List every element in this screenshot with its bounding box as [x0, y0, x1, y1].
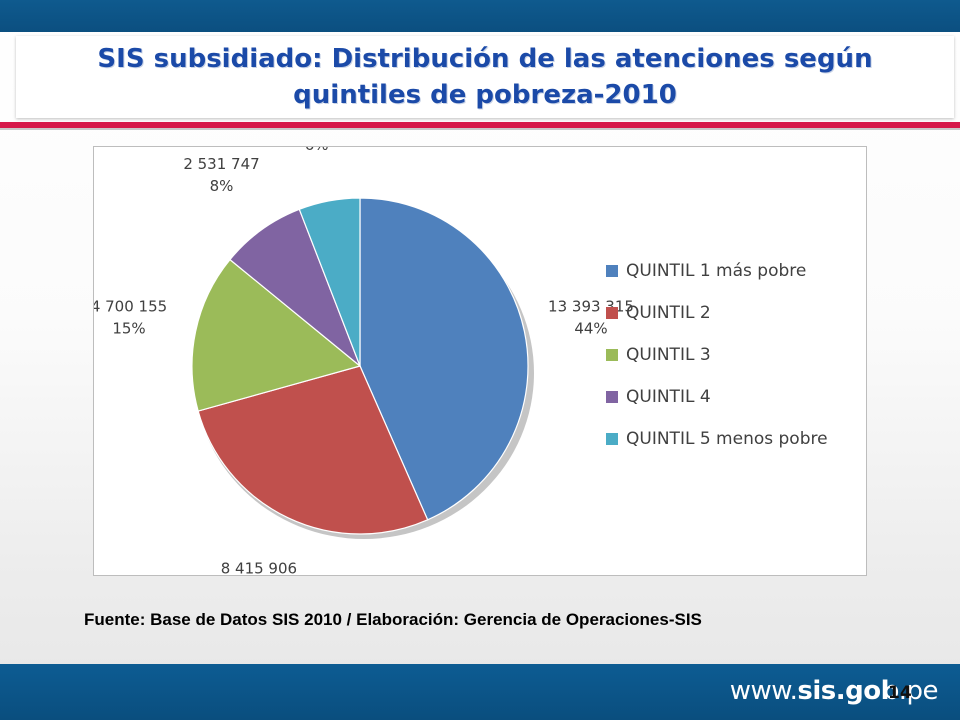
legend-swatch-quintil-2 [606, 307, 618, 319]
bottom-banner [0, 664, 960, 720]
source-note: Fuente: Base de Datos SIS 2010 / Elabora… [84, 610, 702, 629]
accent-rule-red [0, 122, 960, 128]
legend-label-quintil-3: QUINTIL 3 [626, 345, 711, 365]
slice-label-quintil-3: 4 700 155 15% [94, 298, 167, 338]
slice-label-quintil-2: 8 415 90627% [221, 559, 297, 575]
website-suffix: .pe [898, 676, 939, 706]
legend-swatch-quintil-5 [606, 433, 618, 445]
pie-chart: 13 393 315 44% 8 415 90627% 4 700 155 15% 2 5… [94, 147, 828, 575]
legend-swatch-quintil-1 [606, 265, 618, 277]
legend-label-quintil-4: QUINTIL 4 [626, 387, 711, 407]
website-domain: sis.gob [797, 676, 899, 706]
title-box: SIS subsidiado: Distribución de las aten… [16, 36, 954, 118]
slice-label-quintil-4: 2 531 747 8% [183, 155, 259, 195]
legend-swatch-quintil-3 [606, 349, 618, 361]
website-prefix: www. [729, 676, 798, 706]
slice-labels: 13 393 315 44% 8 415 90627% 4 700 155 15% 2 5… [94, 147, 634, 575]
accent-rule-gray [0, 128, 960, 130]
slice-percent-label: 44% [574, 320, 607, 338]
pie-slice-quintil-3 [191, 258, 362, 412]
top-banner [0, 0, 960, 32]
slide-title-line-1: SIS subsidiado: Distribución de las aten… [97, 44, 873, 74]
slice-value-label: 2 531 747 [183, 155, 259, 173]
legend-label-quintil-5: QUINTIL 5 menos pobre [626, 429, 828, 449]
legend-label-quintil-2: QUINTIL 2 [626, 303, 711, 323]
website-link[interactable]: www.sis.gob.pe [729, 676, 939, 706]
pie-slice-quintil-1 [359, 197, 529, 521]
slice-label-quintil-1: 13 393 315 44% [548, 298, 634, 338]
chart-legend: QUINTIL 1 más pobre QUINTIL 2 QUINTIL 3 QUI… [606, 261, 828, 449]
slice-percent-label: 6% [305, 147, 329, 154]
legend-swatch-quintil-4 [606, 391, 618, 403]
slide-title-line-2: quintiles de pobreza-2010 [293, 80, 677, 110]
slice-value-label: 8 415 906 [221, 559, 297, 575]
page-number: 14 [888, 683, 912, 703]
pie-slices [191, 197, 529, 535]
slice-value-label: 13 393 315 [548, 298, 634, 316]
slice-percent-label: 8% [210, 177, 234, 195]
slice-value-label: 4 700 155 [94, 298, 167, 316]
legend-label-quintil-1: QUINTIL 1 más pobre [626, 261, 806, 281]
pie-slice-quintil-4 [229, 208, 362, 368]
slide-title: SIS subsidiado: Distribución de las aten… [45, 41, 925, 113]
slice-percent-label: 15% [112, 320, 145, 338]
pie-slice-quintil-2 [197, 365, 429, 535]
pie-slice-quintil-5 [298, 197, 361, 367]
chart-frame: 13 393 315 44% 8 415 90627% 4 700 155 15% 2 5… [93, 146, 867, 576]
slice-label-quintil-5: 1 814 6646% [278, 147, 354, 154]
